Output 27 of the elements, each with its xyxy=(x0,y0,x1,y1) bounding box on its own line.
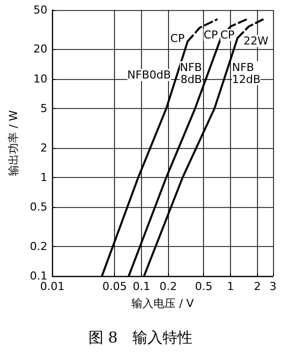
y-axis-title: 输出功率 / W xyxy=(7,110,20,176)
x-tick-label: 2 xyxy=(254,280,261,293)
x-tick-label: 0.01 xyxy=(40,280,65,293)
y-tick-label: 2 xyxy=(40,141,48,154)
annotation: 22W xyxy=(244,34,269,48)
x-tick-label: 3 xyxy=(270,280,276,293)
y-tick-label: 5 xyxy=(40,102,48,116)
series-label: NFB 12dB xyxy=(232,60,261,86)
x-tick-label: 0.05 xyxy=(102,280,127,293)
y-tick-label: 10 xyxy=(33,72,48,86)
x-tick-label: 0.1 xyxy=(132,280,150,293)
series-label: NFB 8dB xyxy=(180,60,202,86)
y-tick-label: 50 xyxy=(33,4,48,16)
x-tick-label: 0.5 xyxy=(194,280,212,293)
annotation: CP xyxy=(170,32,185,45)
y-tick-label: 0.2 xyxy=(30,240,48,253)
x-axis-title: 输入电压 / V xyxy=(132,297,194,310)
annotation: CP xyxy=(204,28,218,42)
y-tick-label: 0.1 xyxy=(30,270,48,282)
text: 图 8 输入特性 xyxy=(88,328,193,346)
y-tick-label: 0.5 xyxy=(30,200,48,214)
y-tick-label: 1 xyxy=(40,170,48,184)
x-tick-label: 1 xyxy=(227,280,234,293)
x-tick-label: 0.2 xyxy=(160,280,178,293)
annotation: CP xyxy=(220,28,235,42)
series-label: NFB0dB xyxy=(127,68,171,82)
y-tick-label: 20 xyxy=(33,42,48,56)
